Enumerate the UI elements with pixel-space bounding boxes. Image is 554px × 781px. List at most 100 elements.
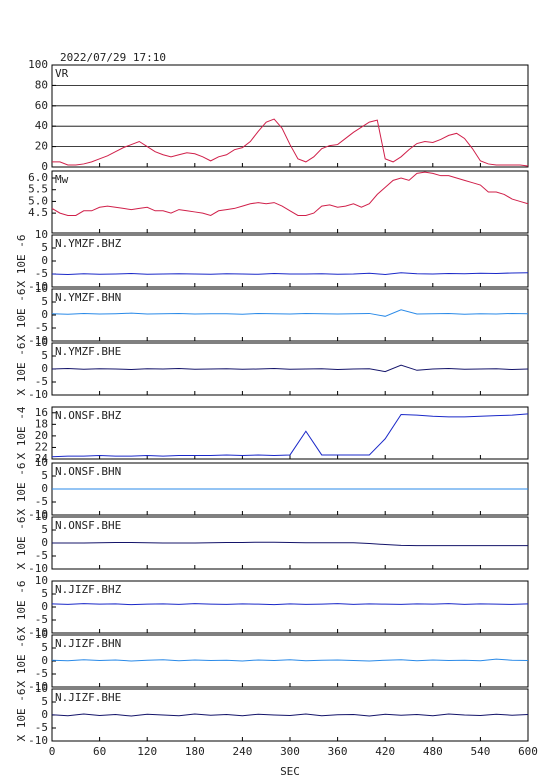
y-tick-label: -5 — [35, 495, 48, 508]
series-line — [51, 603, 529, 606]
y-tick-label: -5 — [35, 667, 48, 680]
series-label: N.ONSF.BHZ — [55, 409, 122, 422]
y-tick-label: -5 — [35, 375, 48, 388]
series-line — [51, 171, 529, 216]
y-tick-label: 16 — [35, 406, 48, 419]
series-line — [52, 541, 528, 547]
x-tick-label: 480 — [423, 745, 443, 758]
series-label: N.JIZF.BHN — [55, 637, 121, 650]
y-tick-label: -10 — [28, 562, 48, 575]
plot-frame — [51, 170, 529, 234]
y-tick-label: -10 — [28, 680, 48, 693]
series-line — [51, 309, 529, 317]
y-axis-label: X 10E -6 — [15, 517, 28, 570]
y-tick-label: -5 — [35, 613, 48, 626]
series-line — [52, 118, 529, 167]
series-label: N.ONSF.BHE — [55, 519, 121, 532]
y-tick-label: 10 — [35, 682, 48, 695]
y-tick-label: 0 — [41, 482, 48, 495]
series-label: N.YMZF.BHZ — [55, 237, 122, 250]
y-tick-label: 10 — [35, 574, 48, 587]
plot-frame — [51, 406, 529, 460]
y-tick-label: 100 — [28, 58, 48, 71]
y-tick-label: 5.0 — [28, 194, 48, 207]
y-tick-label: 5 — [41, 295, 48, 308]
plot-frame — [51, 288, 529, 342]
y-tick-label: 20 — [35, 429, 48, 442]
plot-frame — [51, 580, 529, 634]
y-tick-label: 4.5 — [28, 206, 48, 219]
y-tick-label: -5 — [35, 267, 48, 280]
y-tick-label: 5 — [41, 695, 48, 708]
x-tick-label: 0 — [49, 745, 56, 758]
y-tick-label: 6.0 — [28, 171, 48, 184]
y-tick-label: 10 — [35, 228, 48, 241]
y-tick-label: 5 — [41, 587, 48, 600]
series-label: N.YMZF.BHE — [55, 345, 121, 358]
series-label: N.JIZF.BHZ — [55, 583, 122, 596]
x-tick-label: 240 — [232, 745, 252, 758]
x-axis-label: SEC — [280, 765, 300, 778]
y-tick-label: 0 — [41, 362, 48, 375]
series-label: N.JIZF.BHE — [55, 691, 121, 704]
y-tick-label: 20 — [35, 140, 48, 153]
y-tick-label: 0 — [41, 160, 48, 173]
y-tick-label: 5.5 — [28, 183, 48, 196]
y-tick-label: -10 — [28, 508, 48, 521]
plot-frame — [51, 516, 529, 570]
x-tick-label: 60 — [93, 745, 106, 758]
y-tick-label: 5 — [41, 241, 48, 254]
y-tick-label: -5 — [35, 321, 48, 334]
chart-title: 2022/07/29 17:10 — [60, 51, 166, 64]
y-tick-label: 5 — [41, 469, 48, 482]
y-tick-label: 0 — [41, 654, 48, 667]
y-tick-label: 10 — [35, 456, 48, 469]
y-tick-label: -10 — [28, 280, 48, 293]
series-line — [51, 413, 529, 458]
y-tick-label: 0 — [41, 308, 48, 321]
plot-frame — [51, 64, 529, 168]
y-axis-label: X 10E -6 — [15, 689, 28, 742]
x-tick-label: 540 — [470, 745, 490, 758]
series-line — [51, 658, 529, 662]
y-tick-label: 0 — [41, 600, 48, 613]
y-tick-label: 60 — [35, 99, 48, 112]
y-tick-label: -10 — [28, 734, 48, 747]
y-tick-label: 5 — [41, 641, 48, 654]
x-tick-label: 420 — [375, 745, 395, 758]
series-line — [51, 713, 529, 717]
y-tick-label: 0 — [41, 708, 48, 721]
y-tick-label: -10 — [28, 388, 48, 401]
plot-frame — [51, 634, 529, 688]
y-tick-label: 10 — [35, 336, 48, 349]
x-tick-label: 180 — [185, 745, 205, 758]
y-axis-label: X 10E -6 — [15, 289, 28, 342]
y-tick-label: 80 — [35, 78, 48, 91]
x-tick-label: 600 — [518, 745, 538, 758]
y-tick-label: 5 — [41, 523, 48, 536]
y-tick-label: 22 — [35, 440, 48, 453]
y-tick-label: 10 — [35, 282, 48, 295]
y-axis-label: X 10E -6 — [15, 635, 28, 688]
y-tick-label: -5 — [35, 721, 48, 734]
y-tick-label: -10 — [28, 626, 48, 639]
y-tick-label: 18 — [35, 417, 48, 430]
y-tick-label: 10 — [35, 628, 48, 641]
y-axis-label: X 10E -6 — [15, 581, 28, 634]
y-axis-label: X 10E -6 — [15, 463, 28, 516]
y-tick-label: 0 — [41, 254, 48, 267]
y-tick-label: 5 — [41, 349, 48, 362]
series-label: Mw — [55, 173, 69, 186]
x-tick-label: 300 — [280, 745, 300, 758]
series-label: N.ONSF.BHN — [55, 465, 121, 478]
y-tick-label: 10 — [35, 510, 48, 523]
y-axis-label: X 10E -6 — [15, 235, 28, 288]
y-axis-label: X 10E -6 — [15, 343, 28, 396]
y-tick-label: 24 — [35, 452, 49, 465]
y-tick-label: 40 — [35, 119, 48, 132]
series-label: N.YMZF.BHN — [55, 291, 121, 304]
x-tick-label: 120 — [137, 745, 157, 758]
series-line — [51, 364, 529, 373]
series-line — [51, 272, 529, 276]
